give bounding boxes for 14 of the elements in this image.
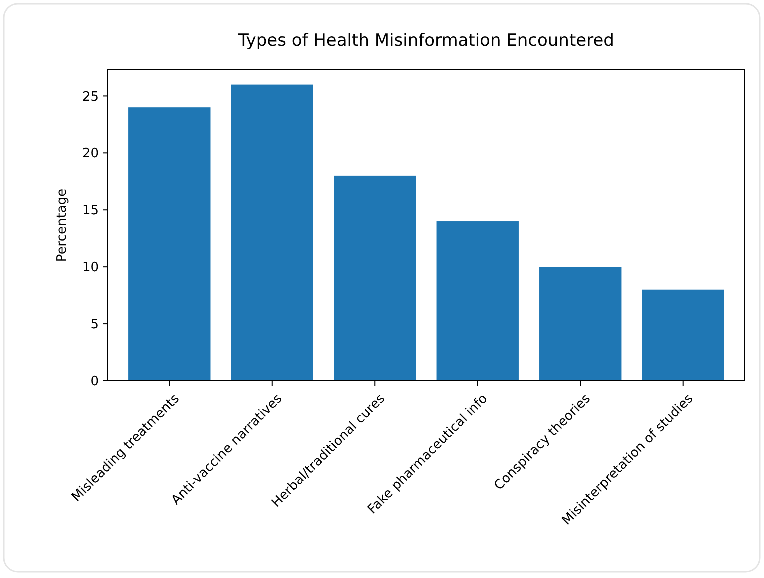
- y-tick-label: 25: [82, 90, 99, 105]
- bar: [231, 84, 314, 381]
- y-tick-label: 10: [82, 260, 99, 276]
- y-axis-title: Percentage: [55, 188, 70, 262]
- y-tick-label: 5: [90, 318, 99, 333]
- y-tick-label: 15: [82, 204, 99, 219]
- bar: [436, 222, 519, 381]
- y-tick-label: 20: [82, 146, 99, 162]
- bar: [642, 290, 724, 381]
- y-tick-label: 0: [90, 374, 99, 390]
- bar: [540, 267, 622, 381]
- chart-title: Types of Health Misinformation Encountered: [238, 31, 614, 51]
- bar: [128, 108, 211, 381]
- bar: [334, 176, 416, 381]
